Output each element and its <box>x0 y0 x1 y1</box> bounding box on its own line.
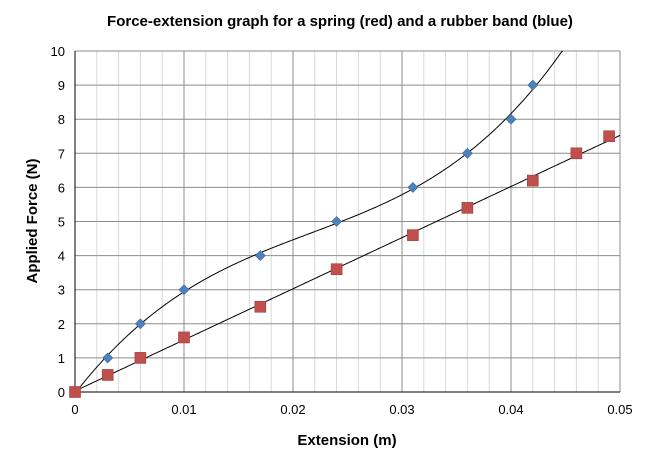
trendline-diamond <box>75 50 564 392</box>
x-tick-label: 0.05 <box>607 402 632 417</box>
square-marker <box>254 300 267 313</box>
diamond-marker <box>505 113 517 125</box>
y-tick-label: 10 <box>51 44 65 59</box>
x-tick-label: 0.01 <box>171 402 196 417</box>
y-tick-label: 1 <box>58 351 65 366</box>
y-tick-label: 6 <box>58 180 65 195</box>
square-marker <box>330 263 343 276</box>
square-marker <box>603 130 615 143</box>
data-markers <box>69 79 615 398</box>
square-marker <box>407 229 419 241</box>
chart-title: Force-extension graph for a spring (red)… <box>107 13 573 30</box>
major-gridlines <box>74 50 621 393</box>
y-tick-label: 2 <box>58 317 65 332</box>
trendline-square <box>74 134 621 392</box>
y-tick-label: 5 <box>58 215 65 230</box>
y-tick-label: 7 <box>58 146 65 161</box>
diamond-marker <box>178 284 190 296</box>
axes <box>74 51 620 393</box>
x-tick-label: 0.04 <box>498 402 523 417</box>
diamond-marker <box>461 147 473 159</box>
square-marker <box>178 331 190 344</box>
x-axis-label: Extension (m) <box>297 432 396 449</box>
y-axis-label: Applied Force (N) <box>24 158 41 283</box>
y-tick-label: 0 <box>58 385 65 400</box>
diamond-marker <box>527 79 539 91</box>
square-marker <box>526 174 539 187</box>
y-tick-label: 9 <box>58 78 65 93</box>
y-tick-label: 3 <box>58 283 65 298</box>
diamond-marker <box>102 352 114 364</box>
square-marker <box>134 352 147 364</box>
square-marker <box>69 386 81 398</box>
square-marker <box>570 147 583 160</box>
y-tick-label: 4 <box>58 249 65 264</box>
diamond-marker <box>407 181 419 193</box>
y-tick-label: 8 <box>58 112 65 127</box>
square-marker <box>101 369 114 381</box>
diamond-marker <box>134 318 146 330</box>
x-tick-label: 0.03 <box>389 402 414 417</box>
diamond-marker <box>254 250 266 262</box>
y-tick-labels: 0 1 2 3 4 5 6 7 8 9 10 <box>51 44 65 400</box>
diamond-marker <box>331 216 343 227</box>
x-tick-label: 0.02 <box>280 402 305 417</box>
x-tick-label: 0 <box>71 402 78 417</box>
x-tick-labels: 0 0.01 0.02 0.03 0.04 0.05 <box>71 402 632 417</box>
square-marker <box>461 202 474 214</box>
